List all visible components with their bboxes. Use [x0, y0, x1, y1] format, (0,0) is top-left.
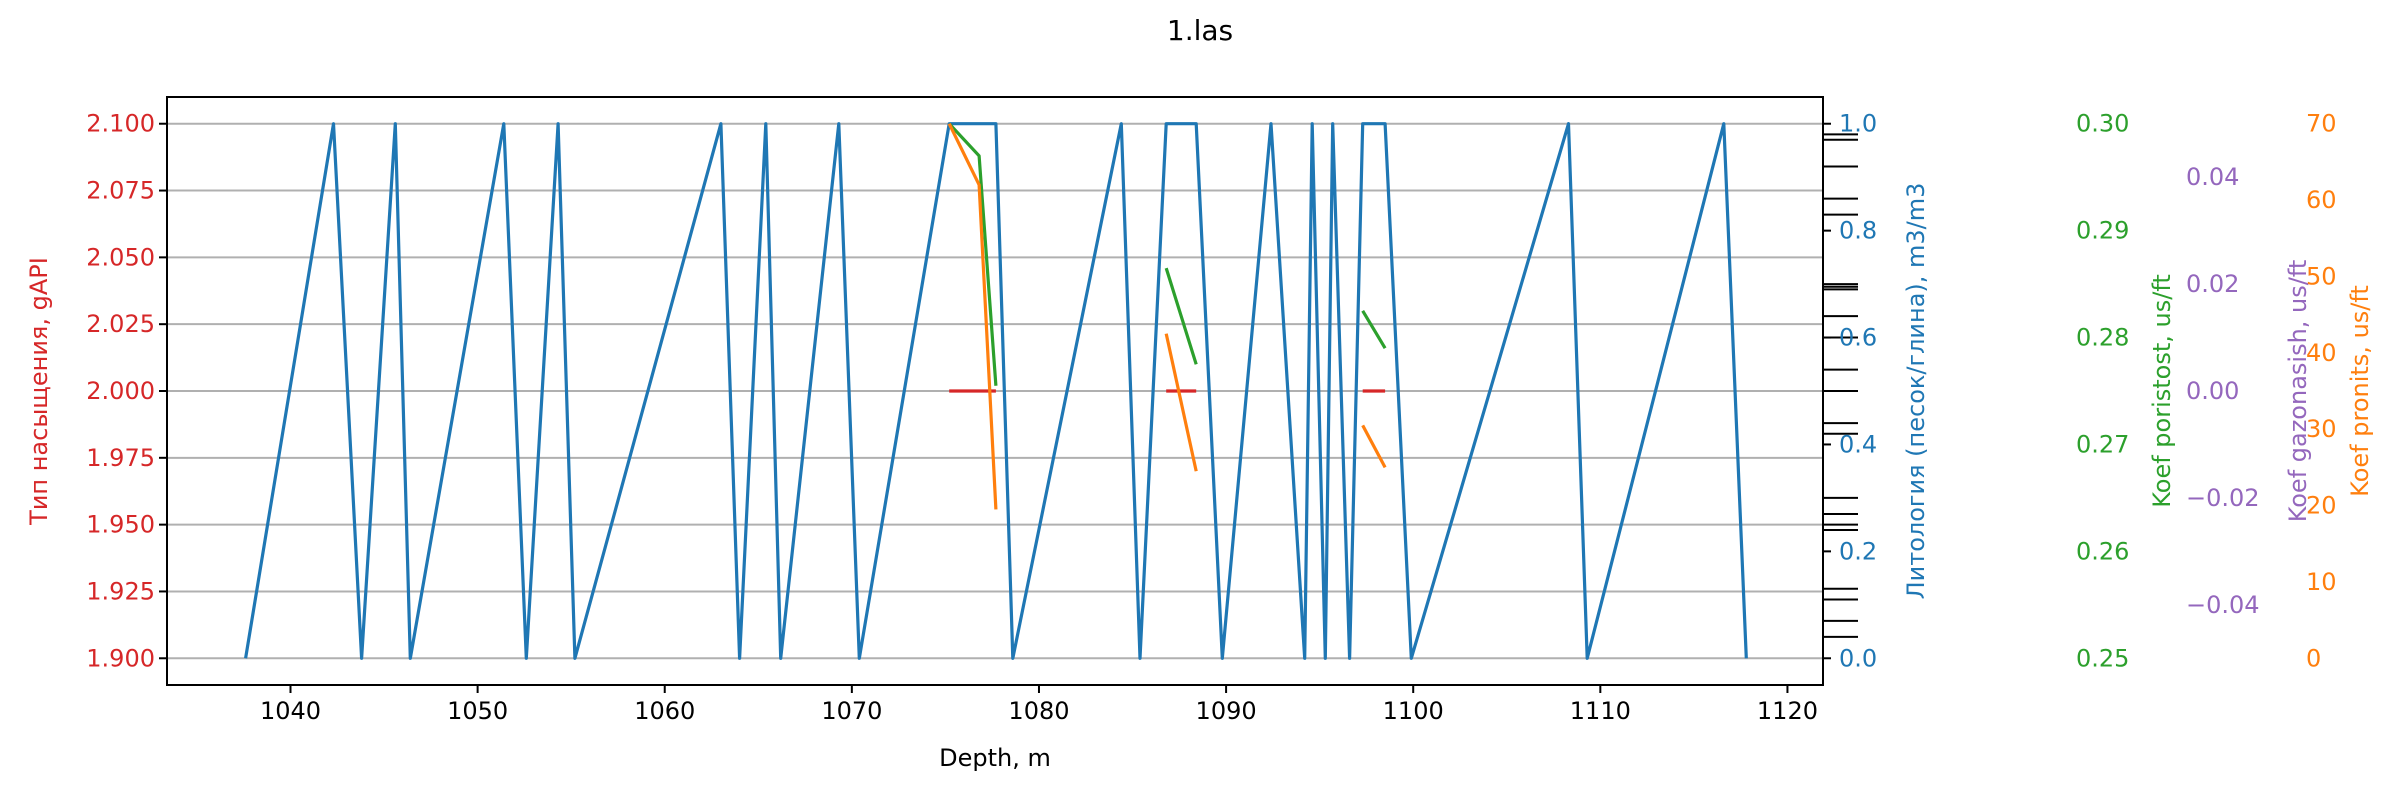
x-tick-label-1080: 1080 [1008, 697, 1069, 725]
lithology-tail-marks [1823, 133, 1858, 638]
saturation-tick-label-3: 1.975 [86, 444, 155, 472]
series-layer [244, 122, 1748, 660]
lithology-tick-label-1: 0.2 [1839, 537, 1877, 565]
gas-tick-label-0: −0.04 [2186, 591, 2260, 619]
lithology-series-segment-0 [244, 122, 1748, 660]
x-tick-label-1050: 1050 [447, 697, 508, 725]
permeability-tick-label-2: 20 [2306, 492, 2337, 520]
saturation-tick-label-1: 1.925 [86, 577, 155, 605]
gas-tick-label-2: 0.00 [2186, 377, 2239, 405]
porosity-series-segment-0 [948, 122, 998, 386]
permeability-tick-label-0: 0 [2306, 644, 2321, 672]
gas-tick-label-3: 0.02 [2186, 270, 2239, 298]
y-axes: 1.900 1.925 1.950 1.975 2.000 2.025 2.050 2.075… [25, 110, 2374, 673]
x-axis-label: Depth, m [939, 744, 1051, 772]
x-tick-label-1110: 1110 [1570, 697, 1631, 725]
permeability-series-segment-0 [947, 122, 998, 510]
porosity-axis-label: Koef poristost, us/ft [2148, 274, 2176, 508]
chart-title: 1.las [1167, 14, 1233, 47]
porosity-tick-label-1: 0.26 [2076, 537, 2129, 565]
lithology-axis: 0.0 0.2 0.4 0.6 0.8 1.0 Литология (песок/глина… [1823, 110, 1930, 672]
lithology-tick-label-4: 0.8 [1839, 217, 1877, 245]
porosity-tick-label-0: 0.25 [2076, 644, 2129, 672]
porosity-series-segment-2 [1361, 309, 1387, 350]
permeability-axis-label: Koef pronits, us/ft [2346, 285, 2374, 497]
gas-tick-label-1: −0.02 [2186, 484, 2260, 512]
saturation-tick-label-2: 1.950 [86, 511, 155, 539]
x-tick-label-1060: 1060 [634, 697, 695, 725]
lithology-tick-label-0: 0.0 [1839, 644, 1877, 672]
porosity-tick-label-2: 0.27 [2076, 430, 2129, 458]
permeability-series-segment-2 [1361, 424, 1387, 469]
permeability-tick-label-4: 40 [2306, 339, 2337, 367]
x-axis: 1040 1050 1060 1070 1080 1090 1100 1110 1120 [260, 685, 1818, 725]
saturation-tick-label-5: 2.025 [86, 310, 155, 338]
saturation-tick-label-8: 2.100 [86, 110, 155, 138]
gas-axis-label: Koef gazonasish, us/ft [2284, 260, 2312, 523]
saturation-axis: 1.900 1.925 1.950 1.975 2.000 2.025 2.050 2.075… [25, 110, 167, 672]
permeability-tick-label-5: 50 [2306, 262, 2337, 290]
gas-axis: −0.04 −0.02 0.00 0.02 0.04 Koef gazonasish, u… [2186, 163, 2312, 619]
permeability-tick-label-1: 10 [2306, 568, 2337, 596]
porosity-tick-label-4: 0.29 [2076, 217, 2129, 245]
permeability-tick-label-7: 70 [2306, 110, 2337, 138]
porosity-axis: 0.25 0.26 0.27 0.28 0.29 0.30 Koef poristost, … [2076, 110, 2176, 673]
saturation-tick-label-0: 1.900 [86, 644, 155, 672]
x-tick-label-1040: 1040 [260, 697, 321, 725]
saturation-tick-label-7: 2.075 [86, 177, 155, 205]
permeability-series-segment-1 [1164, 333, 1198, 472]
x-tick-label-1070: 1070 [821, 697, 882, 725]
porosity-series-segment-1 [1164, 267, 1198, 365]
permeability-tick-label-3: 30 [2306, 415, 2337, 443]
permeability-axis: 0 10 20 30 40 50 60 70 Koef pronits, us/ft [2306, 110, 2374, 673]
x-tick-label-1090: 1090 [1196, 697, 1257, 725]
lithology-tick-label-2: 0.4 [1839, 430, 1877, 458]
gas-tick-label-4: 0.04 [2186, 163, 2239, 191]
porosity-tick-label-3: 0.28 [2076, 324, 2129, 352]
saturation-tick-label-6: 2.050 [86, 243, 155, 271]
lithology-tick-label-3: 0.6 [1839, 324, 1877, 352]
permeability-tick-label-6: 60 [2306, 186, 2337, 214]
saturation-tick-label-4: 2.000 [86, 377, 155, 405]
lithology-tick-label-5: 1.0 [1839, 110, 1877, 138]
porosity-tick-label-5: 0.30 [2076, 110, 2129, 138]
x-tick-label-1120: 1120 [1757, 697, 1818, 725]
lithology-axis-label: Литология (песок/глина), m3/m3 [1902, 183, 1930, 600]
x-tick-label-1100: 1100 [1383, 697, 1444, 725]
saturation-axis-label: Тип насыщения, gAPI [25, 257, 53, 526]
